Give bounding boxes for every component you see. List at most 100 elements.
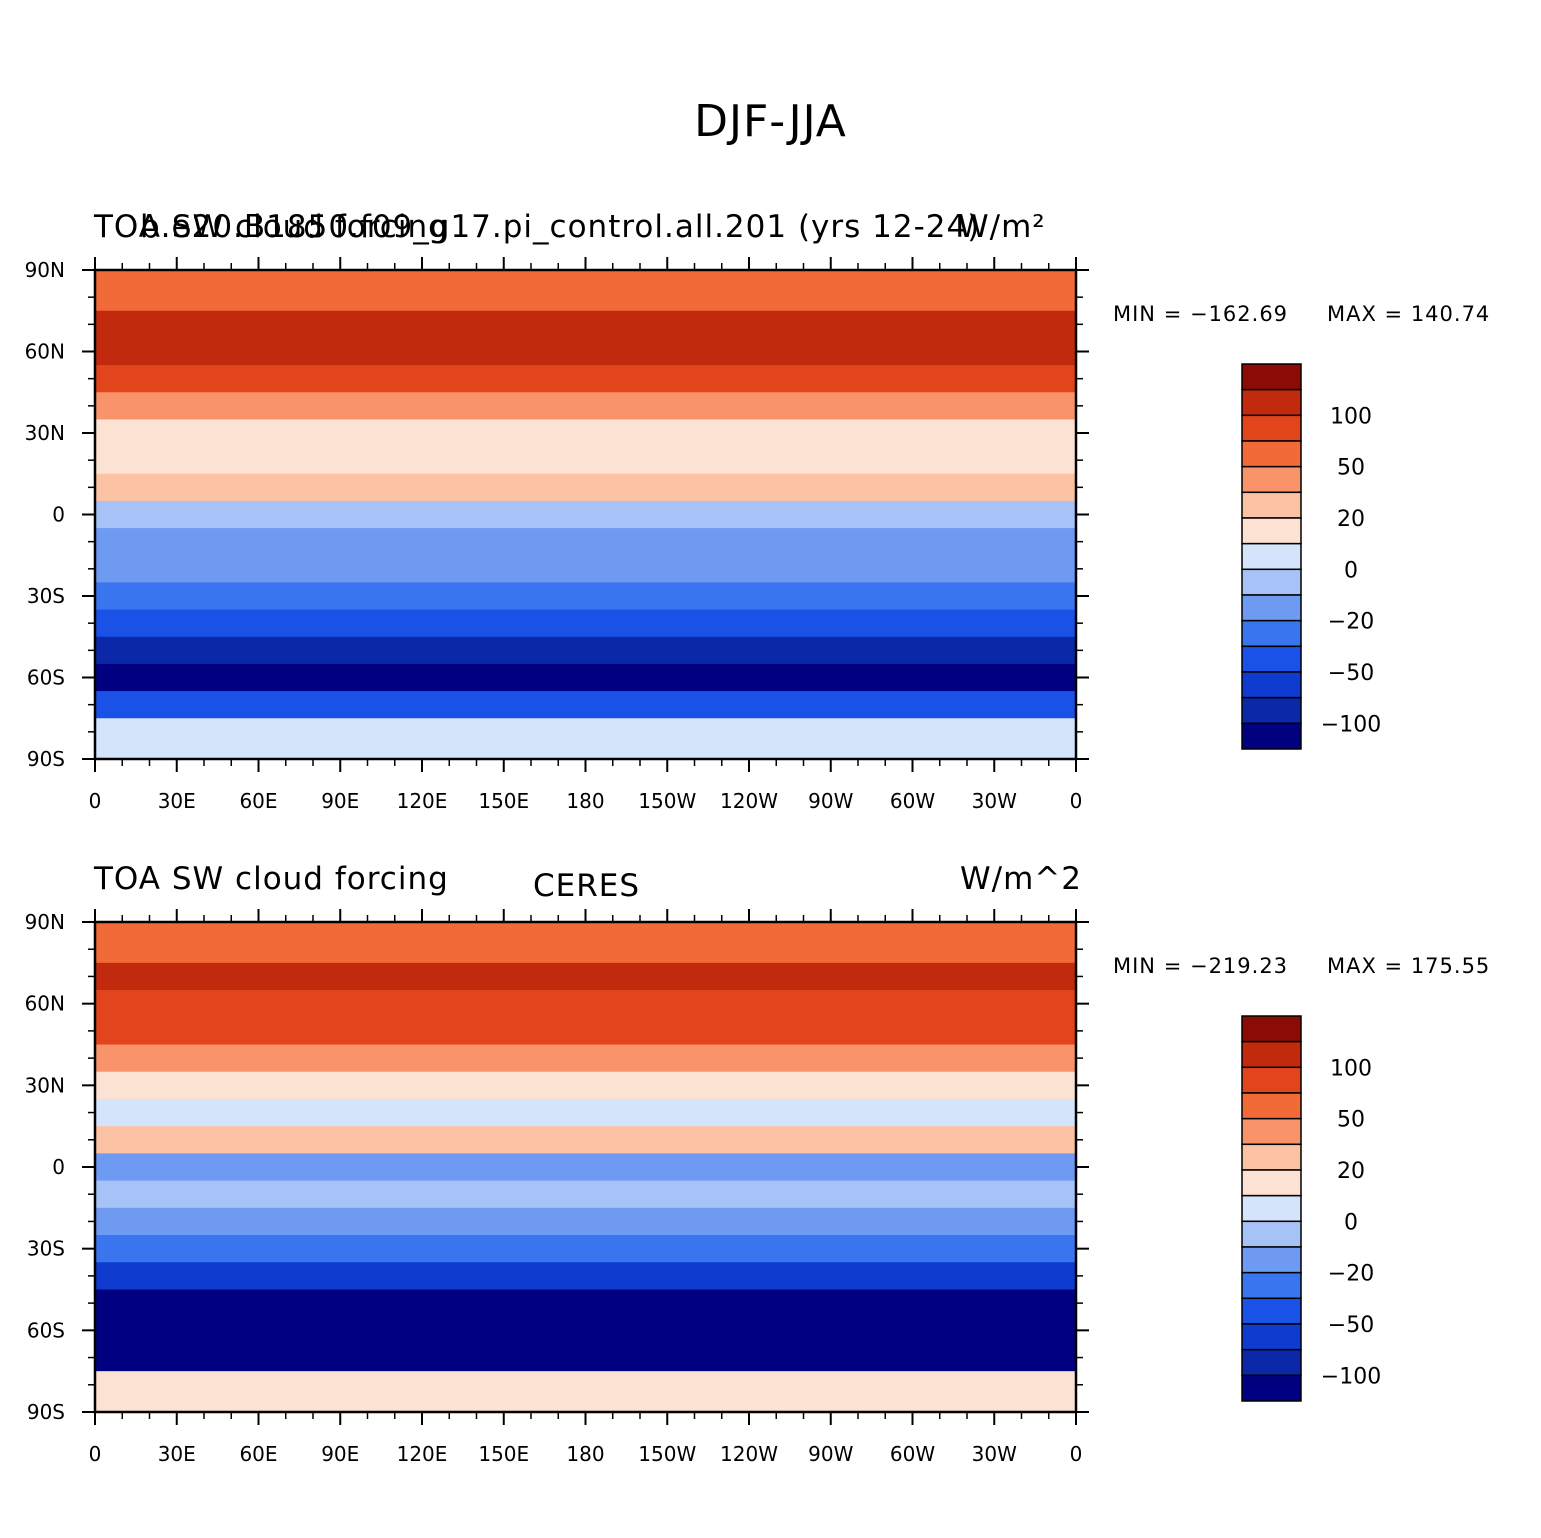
- lat-band-80: [95, 922, 1076, 964]
- panel1-min-label: MIN = −162.69: [1113, 302, 1289, 326]
- colorbar-box: [1241, 440, 1302, 468]
- colorbar-box: [1241, 1374, 1302, 1402]
- panel2-max-label: MAX = 175.55: [1327, 954, 1491, 978]
- colorbar-box: [1241, 1066, 1302, 1094]
- y-tick-label: 0: [52, 1155, 65, 1179]
- lat-band-40: [95, 1044, 1076, 1073]
- x-tick-label: 60W: [890, 789, 935, 813]
- lat-band-10: [95, 473, 1076, 502]
- colorbar-label: −100: [1321, 712, 1381, 737]
- colorbar-label: −50: [1328, 1313, 1374, 1338]
- panel2-title-right: W/m^2: [960, 861, 1082, 897]
- panel1-title-center: b.e20.B1850.f09_g17.pi_control.all.201 (…: [140, 209, 981, 245]
- lat-band--10: [95, 1180, 1076, 1209]
- colorbar-box: [1241, 1297, 1302, 1325]
- colorbar-box: [1241, 1040, 1302, 1069]
- panel2-min-label: MIN = −219.23: [1113, 954, 1289, 978]
- colorbar-box: [1241, 1323, 1302, 1351]
- lat-band--60: [95, 1316, 1076, 1345]
- figure-title: DJF-JJA: [694, 96, 847, 147]
- lat-band--10: [95, 528, 1076, 556]
- y-tick-label: 60S: [27, 666, 65, 690]
- y-tick-label: 30S: [27, 584, 65, 608]
- colorbar-box: [1241, 517, 1302, 545]
- colorbar-label: −20: [1328, 610, 1374, 635]
- colorbar-box: [1241, 696, 1302, 725]
- y-tick-label: 30N: [25, 421, 65, 445]
- map-panel-model: 0 30E 60E 90E 120E 150E 180 150W 120W 90W 60W 30W 09…: [25, 257, 1381, 813]
- lat-band-10: [95, 1126, 1076, 1154]
- x-tick-label: 150E: [478, 1442, 529, 1466]
- colorbar-label: 20: [1337, 1159, 1365, 1184]
- x-tick-label: 180: [566, 1442, 604, 1466]
- x-tick-label: 150E: [478, 789, 529, 813]
- colorbar-box: [1241, 568, 1302, 596]
- colorbar-label: −50: [1328, 661, 1374, 686]
- x-tick-label: 90E: [321, 1442, 359, 1466]
- x-tick-label: 60W: [890, 1442, 935, 1466]
- colorbar-box: [1241, 1271, 1302, 1300]
- y-tick-label: 90S: [27, 747, 65, 771]
- colorbar-label: 50: [1337, 1108, 1365, 1133]
- panel1-max-label: MAX = 140.74: [1327, 302, 1491, 326]
- lat-band-0: [95, 500, 1076, 529]
- lat-band-80: [95, 270, 1076, 312]
- colorbar-box: [1241, 645, 1302, 673]
- map-panel-ceres: 0 30E 60E 90E 120E 150E 180 150W 120W 90W 60W 30W 09…: [25, 909, 1381, 1466]
- colorbar-box: [1241, 1143, 1302, 1171]
- x-tick-label: 90W: [808, 1442, 853, 1466]
- colorbar-label: −100: [1321, 1364, 1381, 1389]
- colorbar-box: [1241, 414, 1302, 442]
- colorbar-label: 100: [1330, 404, 1372, 429]
- x-tick-label: 60E: [239, 789, 277, 813]
- lat-band-70: [95, 962, 1076, 991]
- y-tick-label: 60N: [25, 992, 65, 1016]
- colorbar-box: [1241, 1169, 1302, 1197]
- lat-band--70: [95, 1343, 1076, 1372]
- lat-band--60: [95, 663, 1076, 692]
- panel1-title-left: TOA SW cloud forcing: [94, 209, 449, 245]
- lat-band-50: [95, 365, 1076, 393]
- panel1-title-right: W/m²: [958, 209, 1046, 245]
- colorbar-label: 20: [1337, 507, 1365, 532]
- x-tick-label: 30W: [972, 1442, 1017, 1466]
- y-tick-label: 30N: [25, 1073, 65, 1097]
- lat-band-70: [95, 310, 1076, 339]
- lat-band--20: [95, 555, 1076, 584]
- colorbar-box: [1241, 542, 1302, 571]
- lat-band--70: [95, 691, 1076, 719]
- lat-band-20: [95, 1098, 1076, 1127]
- lat-band--80: [95, 1371, 1076, 1412]
- colorbar-label: 50: [1337, 456, 1365, 481]
- x-tick-label: 180: [566, 789, 604, 813]
- lat-band--80: [95, 718, 1076, 759]
- colorbar-box: [1241, 363, 1302, 391]
- lat-band--50: [95, 636, 1076, 665]
- lat-band-20: [95, 446, 1076, 475]
- y-tick-label: 30S: [27, 1237, 65, 1261]
- x-tick-label: 150W: [638, 789, 696, 813]
- y-tick-label: 90S: [27, 1400, 65, 1424]
- x-tick-label: 60E: [239, 1442, 277, 1466]
- lat-band-50: [95, 1017, 1076, 1046]
- x-tick-label: 120E: [397, 789, 448, 813]
- lat-band-30: [95, 419, 1076, 448]
- lat-band--50: [95, 1289, 1076, 1318]
- colorbar-box: [1241, 1246, 1302, 1274]
- lat-band-30: [95, 1071, 1076, 1100]
- lat-band-60: [95, 990, 1076, 1018]
- colorbar-box: [1241, 1348, 1302, 1377]
- x-tick-label: 150W: [638, 1442, 696, 1466]
- colorbar-box: [1241, 671, 1302, 699]
- colorbar-box: [1241, 594, 1302, 622]
- lat-band--40: [95, 609, 1076, 638]
- x-tick-label: 0: [1070, 789, 1083, 813]
- x-tick-label: 90W: [808, 789, 853, 813]
- lat-band-60: [95, 337, 1076, 366]
- colorbar-box: [1241, 722, 1302, 750]
- x-tick-label: 0: [89, 1442, 102, 1466]
- panel2-title-center: CERES: [533, 868, 641, 904]
- x-tick-label: 120W: [720, 1442, 778, 1466]
- colorbar-label: 100: [1330, 1056, 1372, 1081]
